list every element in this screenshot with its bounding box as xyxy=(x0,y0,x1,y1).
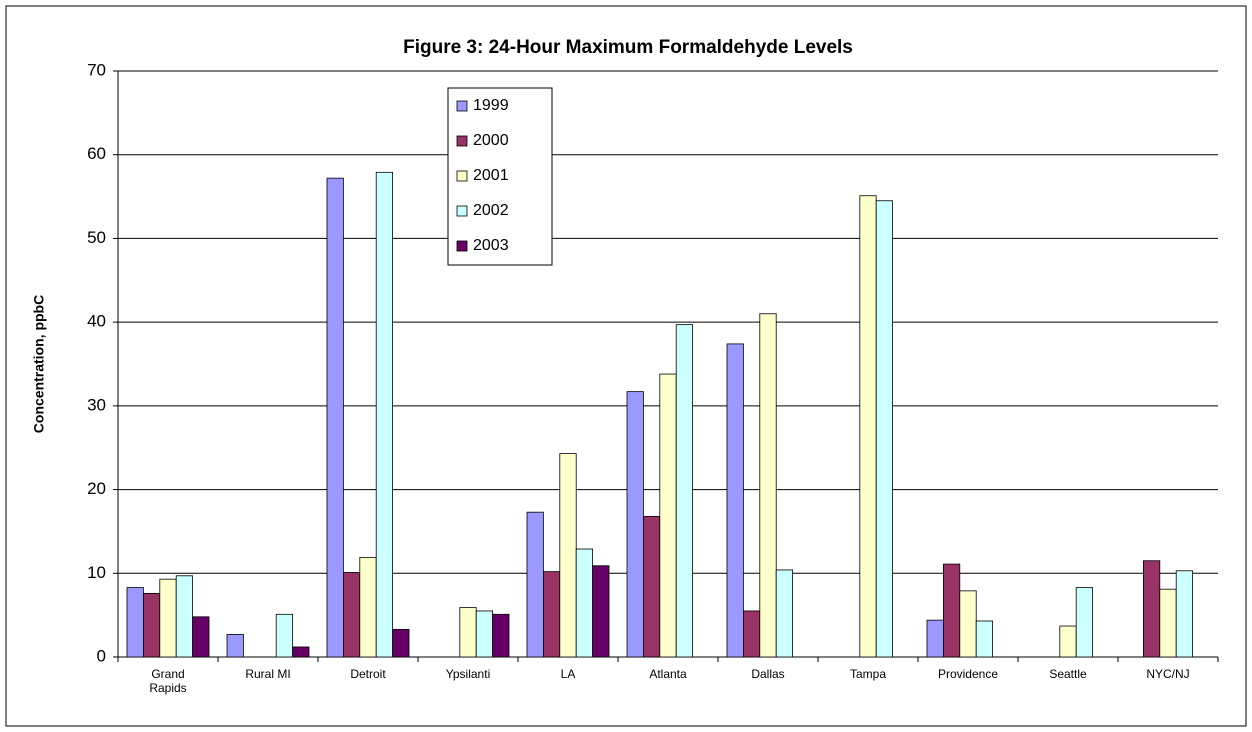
bar xyxy=(1159,588,1177,658)
bar xyxy=(943,563,961,658)
x-tick-label-box: Seattle xyxy=(1049,667,1087,681)
bar xyxy=(492,613,510,658)
x-tick-label: Dallas xyxy=(751,667,785,681)
bar xyxy=(759,313,777,658)
y-tick-label: 70 xyxy=(87,60,106,79)
x-tick-label: Atlanta xyxy=(649,667,687,681)
x-tick-label: Providence xyxy=(937,667,999,681)
bar xyxy=(392,628,410,658)
bar xyxy=(1143,560,1161,658)
legend-swatch xyxy=(456,170,468,182)
bar xyxy=(292,646,310,658)
y-tick-label: 30 xyxy=(87,395,106,414)
y-tick-label: 0 xyxy=(97,646,106,665)
bar xyxy=(275,613,294,658)
x-tick-label-box: NYC/NJ xyxy=(1146,667,1190,681)
x-tick-label: Rural MI xyxy=(245,667,291,681)
y-tick-label: 20 xyxy=(87,479,106,498)
chart-title: Figure 3: 24-Hour Maximum Formaldehyde L… xyxy=(403,37,853,58)
bar xyxy=(1075,587,1093,658)
x-tick-label: Tampa xyxy=(849,667,887,681)
y-tick-label: 40 xyxy=(87,312,106,331)
x-tick-label: Ypsilanti xyxy=(445,667,491,681)
bar xyxy=(226,633,244,658)
y-tick-label: 60 xyxy=(87,144,106,163)
x-tick-label-box: Providence xyxy=(937,667,999,681)
bar xyxy=(643,515,661,658)
x-tick-label-box: Atlanta xyxy=(649,667,687,681)
legend-swatch xyxy=(456,240,468,252)
bar xyxy=(675,324,694,658)
legend-label: 2002 xyxy=(473,202,509,219)
bar xyxy=(192,616,210,658)
x-tick-label-box: Tampa xyxy=(849,667,887,681)
legend-swatch xyxy=(456,135,468,147)
bar xyxy=(126,587,144,658)
bar xyxy=(1059,625,1077,658)
bar xyxy=(559,453,577,658)
bar xyxy=(159,578,177,658)
bar xyxy=(142,592,161,658)
bar xyxy=(1175,570,1193,658)
x-tick-label: NYC/NJ xyxy=(1146,667,1190,681)
bar xyxy=(626,391,644,658)
legend-swatch xyxy=(456,100,468,112)
x-tick-label-box: Rural MI xyxy=(245,667,291,681)
bar xyxy=(475,610,494,658)
bar xyxy=(375,171,394,658)
x-tick-label-box: Dallas xyxy=(751,667,785,681)
bar xyxy=(175,575,193,658)
y-tick-label: 50 xyxy=(87,228,106,247)
bar xyxy=(875,200,894,658)
bar xyxy=(975,620,994,658)
legend-label: 2001 xyxy=(473,167,509,184)
x-tick-label-box: Ypsilanti xyxy=(445,667,491,681)
x-tick-label: Grand Rapids xyxy=(149,667,187,695)
x-tick-label: LA xyxy=(560,667,576,681)
bar xyxy=(342,572,361,658)
legend-label: 1999 xyxy=(473,97,509,114)
bar xyxy=(726,343,744,658)
bar xyxy=(526,511,544,658)
bar xyxy=(743,610,761,658)
x-tick-label-box: Grand Rapids xyxy=(149,667,187,695)
bar xyxy=(959,590,977,658)
x-tick-label: Detroit xyxy=(350,667,386,681)
x-tick-label: Seattle xyxy=(1049,667,1087,681)
x-tick-label-box: LA xyxy=(560,667,576,681)
bar xyxy=(659,373,677,658)
legend-label: 2003 xyxy=(473,237,509,254)
bar xyxy=(459,607,477,658)
y-axis-label: Concentration, ppbC xyxy=(31,295,47,433)
chart-border xyxy=(5,5,1247,727)
bar xyxy=(543,571,561,658)
bar xyxy=(859,195,877,658)
legend-label: 2000 xyxy=(473,132,509,149)
bar xyxy=(326,177,344,658)
legend-swatch xyxy=(456,205,468,217)
y-tick-label: 10 xyxy=(87,563,106,582)
bar xyxy=(775,569,794,658)
bar xyxy=(359,556,377,658)
bar xyxy=(575,548,594,658)
bar xyxy=(926,619,944,658)
x-tick-label-box: Detroit xyxy=(350,667,386,681)
bar xyxy=(592,565,610,658)
